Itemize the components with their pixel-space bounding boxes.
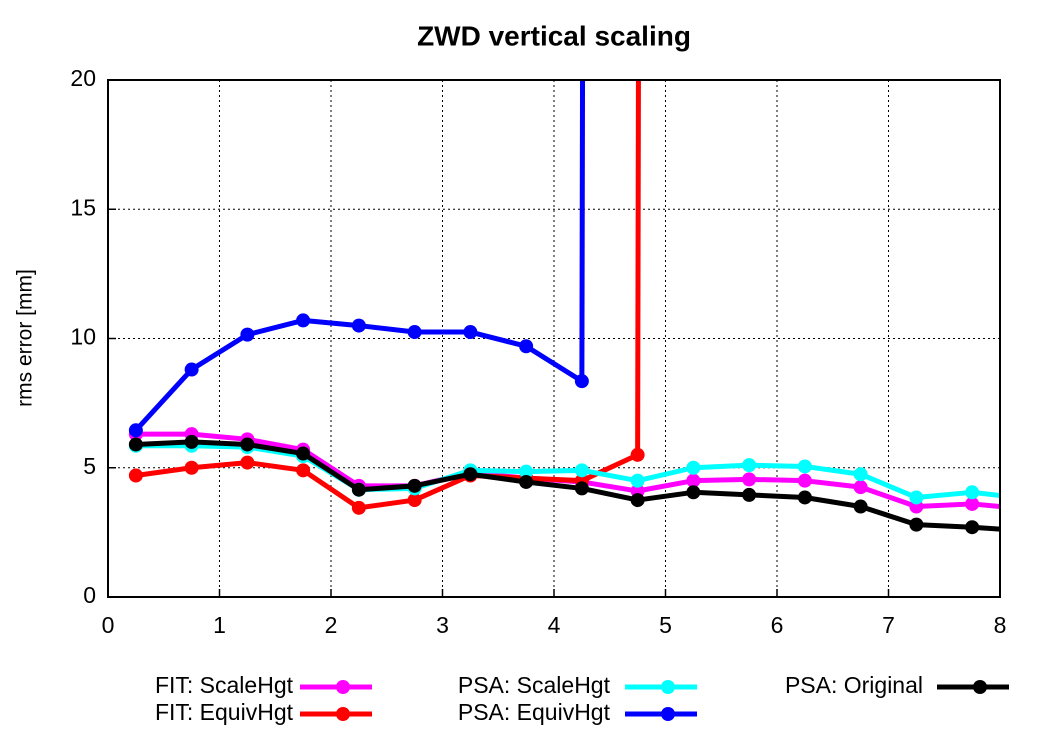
legend-marker: [661, 707, 675, 721]
marker: [519, 474, 534, 489]
marker: [184, 434, 199, 449]
marker: [574, 374, 589, 389]
marker: [351, 482, 366, 497]
marker: [463, 325, 478, 340]
marker: [797, 473, 812, 488]
marker: [240, 327, 255, 342]
y-axis-label: rms error [mm]: [14, 269, 37, 407]
marker: [351, 318, 366, 333]
marker: [853, 499, 868, 514]
legend-marker: [973, 680, 987, 694]
marker: [909, 490, 924, 505]
x-tick-label: 2: [325, 612, 338, 638]
marker: [296, 313, 311, 328]
x-tick-label: 6: [771, 612, 784, 638]
legend-label: PSA: Original: [785, 672, 923, 698]
marker: [1021, 492, 1035, 506]
marker: [184, 362, 199, 377]
marker: [184, 460, 199, 475]
x-tick-label: 0: [102, 612, 115, 638]
marker: [296, 446, 311, 461]
marker: [574, 463, 589, 478]
x-tick-label: 3: [436, 612, 449, 638]
marker: [519, 339, 534, 354]
marker: [742, 458, 757, 473]
marker: [128, 437, 143, 452]
y-tick-label: 10: [70, 324, 96, 350]
legend-label: FIT: ScaleHgt: [155, 672, 294, 698]
marker: [407, 478, 422, 493]
marker: [686, 485, 701, 500]
marker: [128, 468, 143, 483]
x-tick-label: 5: [659, 612, 672, 638]
legend-marker: [336, 707, 350, 721]
marker: [853, 480, 868, 495]
marker: [965, 485, 980, 500]
marker: [240, 455, 255, 470]
marker: [742, 472, 757, 487]
marker: [630, 493, 645, 508]
marker: [909, 517, 924, 532]
marker: [1021, 502, 1035, 516]
marker: [630, 447, 645, 462]
x-tick-label: 4: [548, 612, 561, 638]
x-tick-label: 7: [882, 612, 895, 638]
marker: [407, 493, 422, 508]
marker: [574, 481, 589, 496]
x-tick-label: 8: [994, 612, 1007, 638]
legend-label: PSA: ScaleHgt: [458, 672, 611, 698]
legend-label: PSA: EquivHgt: [458, 699, 611, 725]
marker: [797, 459, 812, 474]
marker: [630, 473, 645, 488]
marker: [407, 325, 422, 340]
y-tick-label: 20: [70, 65, 96, 91]
y-tick-label: 0: [83, 582, 96, 608]
marker: [463, 467, 478, 482]
plot-area: [128, 80, 1035, 538]
marker: [686, 473, 701, 488]
marker: [128, 423, 143, 438]
y-tick-label: 5: [83, 453, 96, 479]
chart-title: ZWD vertical scaling: [417, 20, 691, 51]
marker: [351, 500, 366, 515]
marker: [1021, 524, 1035, 538]
marker: [853, 467, 868, 482]
y-tick-label: 15: [70, 194, 96, 220]
marker: [519, 464, 534, 479]
marker: [797, 490, 812, 505]
marker: [686, 460, 701, 475]
marker: [965, 496, 980, 511]
marker: [742, 487, 757, 502]
legend-marker: [336, 680, 350, 694]
marker: [240, 437, 255, 452]
x-tick-label: 1: [213, 612, 226, 638]
marker: [296, 463, 311, 478]
series-line: [134, 80, 586, 432]
legend-label: FIT: EquivHgt: [155, 699, 294, 725]
marker: [965, 520, 980, 535]
legend-marker: [661, 680, 675, 694]
